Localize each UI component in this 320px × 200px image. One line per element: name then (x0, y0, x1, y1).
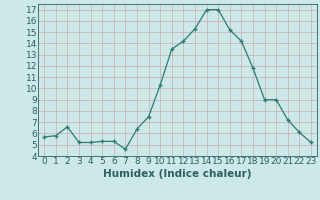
X-axis label: Humidex (Indice chaleur): Humidex (Indice chaleur) (103, 169, 252, 179)
